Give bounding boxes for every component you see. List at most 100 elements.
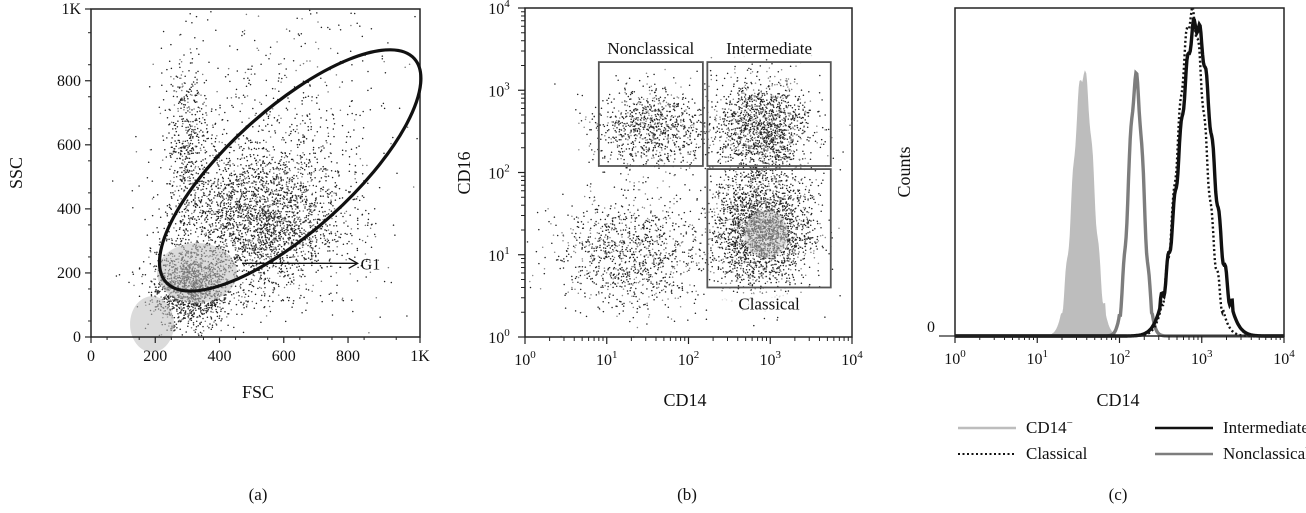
dot (301, 312, 303, 314)
dot (169, 180, 172, 182)
dot (315, 254, 317, 257)
dot (304, 275, 306, 278)
dot (220, 310, 222, 313)
dot (215, 150, 217, 152)
dot (346, 252, 349, 255)
dot (272, 156, 274, 159)
dot (277, 235, 280, 237)
dot (345, 258, 347, 261)
dot (319, 180, 321, 182)
dot (197, 308, 200, 310)
dot (183, 231, 186, 233)
dot (274, 213, 277, 215)
dot (194, 205, 197, 208)
dot (171, 184, 174, 187)
dot (221, 318, 223, 320)
dot (267, 198, 269, 200)
dot (257, 256, 259, 259)
dot (180, 74, 183, 76)
dot (316, 202, 319, 204)
dot (335, 292, 338, 294)
dot (195, 72, 197, 74)
dot (299, 220, 301, 223)
dot (249, 206, 252, 209)
dot (275, 233, 277, 236)
dot (186, 90, 188, 92)
dot (115, 275, 118, 277)
dot (274, 250, 276, 253)
dot (280, 214, 282, 217)
dot (191, 218, 194, 220)
dot (199, 311, 202, 313)
dot (248, 252, 251, 254)
dot (220, 226, 222, 228)
dot (219, 219, 221, 222)
dot (297, 168, 299, 170)
dot (290, 150, 292, 152)
dot (263, 283, 266, 285)
dot (307, 180, 309, 183)
dot (180, 107, 182, 110)
dot (160, 296, 162, 298)
dot (250, 164, 252, 166)
dot (242, 168, 245, 170)
dot (268, 114, 271, 116)
dot (230, 172, 233, 175)
dot (224, 144, 226, 146)
dot (223, 162, 225, 164)
dot (304, 219, 307, 222)
dot (255, 159, 257, 161)
dot (192, 85, 194, 87)
dot (198, 305, 200, 308)
dot (180, 188, 183, 190)
dot (255, 183, 257, 186)
dot (354, 256, 356, 258)
dot (314, 259, 316, 262)
dot (229, 224, 232, 226)
dot (243, 199, 246, 202)
dot (187, 130, 189, 133)
dot (296, 266, 298, 268)
dot (177, 86, 179, 88)
dot (182, 173, 185, 176)
dot (205, 221, 208, 223)
dot (244, 187, 246, 190)
dot (280, 235, 283, 238)
dot (279, 202, 282, 205)
dot (210, 199, 213, 201)
dot (283, 171, 286, 174)
dot (260, 271, 262, 274)
dot (199, 226, 201, 229)
dot (177, 139, 179, 142)
dot (190, 317, 193, 319)
dot (207, 210, 209, 213)
dot (239, 230, 242, 232)
dot (138, 185, 140, 187)
dot (288, 180, 291, 182)
dot (278, 183, 281, 186)
dot (281, 208, 284, 210)
dot (272, 249, 274, 252)
dot (350, 12, 352, 15)
dot (325, 84, 328, 87)
dot (355, 146, 358, 149)
dot (188, 314, 190, 316)
dot (302, 241, 304, 244)
dot (279, 220, 281, 223)
dot (191, 113, 193, 116)
dot (253, 193, 256, 196)
dot (268, 280, 271, 283)
dot (280, 264, 283, 267)
dot (309, 205, 312, 207)
dot (335, 234, 337, 237)
dot (315, 255, 317, 258)
dot (226, 229, 229, 232)
dot (274, 211, 277, 213)
dot (227, 224, 230, 226)
dot (202, 139, 205, 142)
dot (332, 249, 334, 252)
dot (270, 249, 273, 251)
dot (181, 166, 183, 169)
dot (336, 253, 338, 255)
dot (233, 213, 235, 216)
